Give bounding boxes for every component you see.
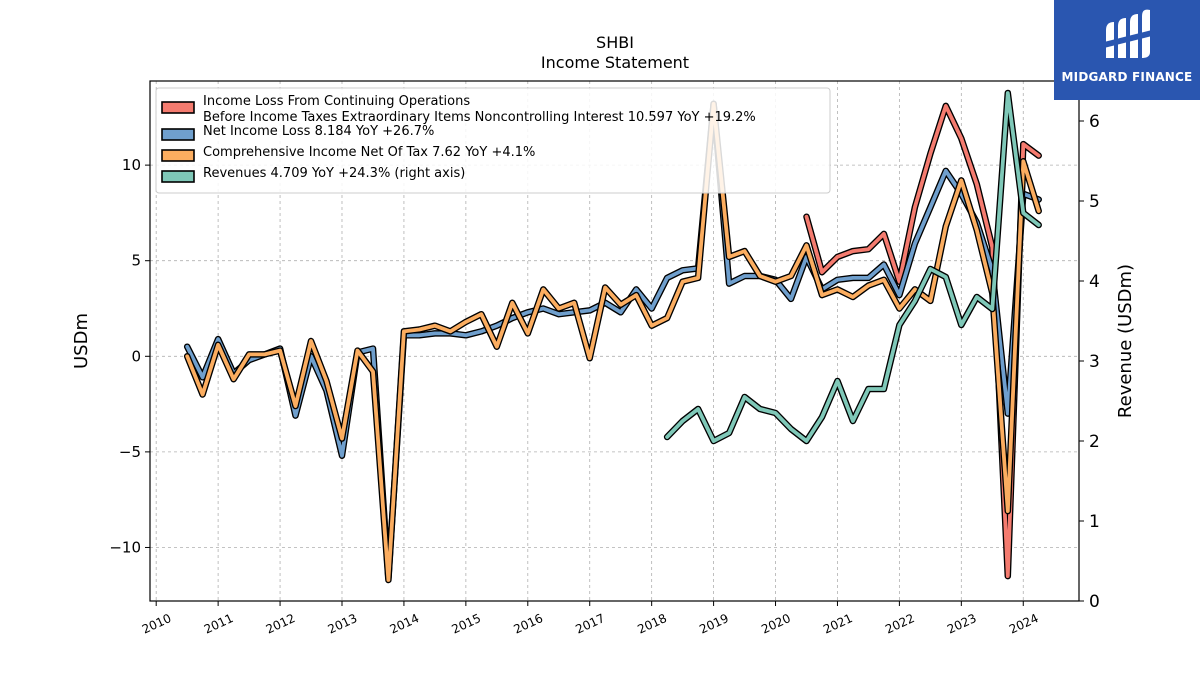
- legend-label: Revenues 4.709 YoY +24.3% (right axis): [203, 166, 465, 181]
- x-tick-label: 2011: [202, 611, 236, 637]
- legend-label: Before Income Taxes Extraordinary Items …: [203, 110, 756, 125]
- y-right-tick-label: 3: [1089, 352, 1100, 372]
- x-tick-label: 2016: [511, 611, 545, 637]
- y-right-tick-label: 6: [1089, 112, 1100, 132]
- x-axis: 2010 2011 2012 2013 2014 2015 2016 2017 2018 2019…: [140, 601, 1041, 637]
- plot-frame: [149, 80, 1080, 602]
- y-tick-label: 10: [122, 156, 141, 174]
- x-tick-label: 2022: [883, 611, 917, 637]
- x-tick-label: 2023: [945, 611, 979, 637]
- x-tick-label: 2018: [635, 611, 669, 637]
- series-line: [665, 91, 1041, 443]
- legend-box: [155, 87, 831, 194]
- legend-label: Comprehensive Income Net Of Tax 7.62 YoY…: [203, 145, 535, 160]
- brand-name: MIDGARD FINANCE: [1061, 70, 1193, 84]
- y-tick-label: 5: [131, 252, 141, 270]
- x-tick-label: 2019: [697, 611, 731, 637]
- legend-swatch: [161, 149, 195, 162]
- brand-mark-icon: [1104, 9, 1152, 59]
- x-tick-label: 2010: [140, 611, 174, 637]
- series-line: [185, 102, 1041, 582]
- series-3: [663, 89, 1042, 445]
- legend-swatch: [161, 170, 195, 183]
- y-right-tick-label: 1: [1089, 512, 1100, 532]
- y-right-tick-label: 5: [1089, 192, 1100, 212]
- x-tick-label: 2021: [821, 611, 855, 637]
- series-lines: [183, 89, 1042, 584]
- y-right-tick-label: 2: [1089, 432, 1100, 452]
- brand-logo: MIDGARD FINANCE: [1054, 0, 1200, 100]
- legend: Income Loss From Continuing OperationsBe…: [155, 87, 831, 194]
- legend-swatch: [161, 128, 195, 141]
- y-axis-right-label: Revenue (USDm): [1115, 264, 1136, 418]
- legend-label: Income Loss From Continuing Operations: [203, 94, 470, 109]
- y-axis-label: USDm: [71, 313, 92, 369]
- y-tick-label: −5: [119, 443, 141, 461]
- x-tick-label: 2014: [388, 611, 422, 637]
- y-right-tick-label: 0: [1089, 592, 1100, 612]
- chart-subtitle: Income Statement: [541, 53, 689, 72]
- x-tick-label: 2015: [450, 611, 484, 637]
- x-tick-label: 2020: [759, 611, 793, 637]
- legend-swatch: [161, 101, 195, 114]
- y-right-tick-label: 4: [1089, 272, 1100, 292]
- x-tick-label: 2024: [1007, 611, 1041, 637]
- x-tick-label: 2012: [264, 611, 298, 637]
- x-tick-label: 2013: [326, 611, 360, 637]
- x-tick-label: 2017: [573, 611, 607, 637]
- chart-title: SHBI: [596, 33, 634, 52]
- y-axis-right: 0 1 2 3 4 5 6: [1079, 112, 1100, 612]
- y-axis-left: −10 −5 0 5 10: [109, 156, 150, 556]
- series-2: [183, 100, 1042, 584]
- y-tick-label: −10: [109, 538, 141, 556]
- y-tick-label: 0: [131, 347, 141, 365]
- legend-label: Net Income Loss 8.184 YoY +26.7%: [203, 124, 434, 139]
